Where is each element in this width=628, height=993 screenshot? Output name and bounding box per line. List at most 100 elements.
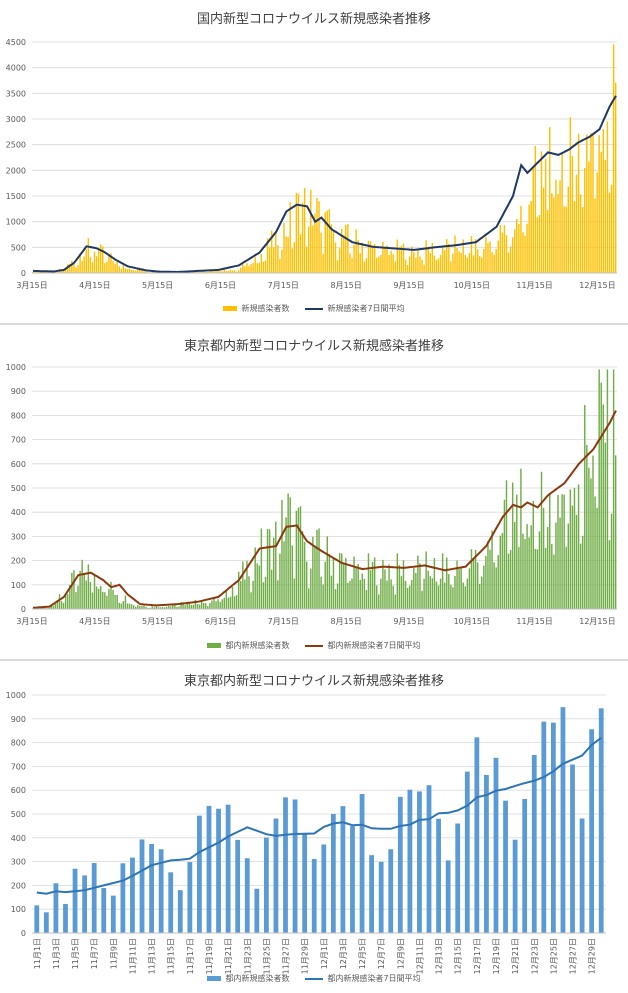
bar xyxy=(456,247,458,273)
chart-title: 国内新型コロナウイルス新規感染者推移 xyxy=(196,12,431,27)
bar xyxy=(415,572,417,609)
bar xyxy=(50,605,52,609)
bar xyxy=(505,235,508,273)
bar xyxy=(404,259,407,273)
bar xyxy=(67,264,69,273)
bar xyxy=(93,574,96,609)
bar xyxy=(258,262,261,273)
x-tick-label: 9月15日 xyxy=(393,281,424,290)
bar xyxy=(371,561,374,609)
bar xyxy=(380,255,382,273)
chart-legend: 新規感染者数 新規感染者7日間平均 xyxy=(0,303,628,314)
bar xyxy=(417,248,419,273)
bar xyxy=(581,535,584,609)
bar xyxy=(495,248,497,273)
bar xyxy=(215,601,217,609)
bar xyxy=(223,269,226,273)
bar xyxy=(289,497,291,609)
y-tick-label: 3000 xyxy=(6,115,26,124)
bar xyxy=(63,903,68,933)
bar xyxy=(589,729,595,933)
bar xyxy=(137,269,139,273)
bar xyxy=(353,244,355,273)
legend-swatch-bar xyxy=(207,643,222,648)
bar xyxy=(172,605,174,609)
bar xyxy=(435,581,438,609)
bar xyxy=(501,533,504,609)
legend-item-line: 都内新規感染者7日間平均 xyxy=(305,640,421,651)
bar xyxy=(489,549,491,609)
bar xyxy=(209,269,211,273)
bar xyxy=(596,507,598,609)
bar xyxy=(419,256,421,273)
bar xyxy=(445,860,451,933)
bar xyxy=(116,260,118,273)
x-tick-label: 12月19日 xyxy=(492,938,501,974)
x-tick-label: 11月15日 xyxy=(516,617,552,626)
y-tick-label: 1000 xyxy=(6,218,26,227)
bar xyxy=(187,862,193,933)
bar xyxy=(281,500,283,609)
bar xyxy=(575,514,578,609)
bar xyxy=(567,523,570,609)
bar xyxy=(242,264,244,273)
bar xyxy=(124,268,127,273)
x-tick-label: 4月15日 xyxy=(79,617,110,626)
bar xyxy=(497,240,499,273)
bar xyxy=(299,506,302,609)
bar xyxy=(436,818,441,933)
bar xyxy=(155,606,158,609)
bar xyxy=(104,592,106,609)
bar xyxy=(439,254,442,273)
bar xyxy=(417,791,422,933)
bar xyxy=(373,244,376,273)
bar xyxy=(540,151,543,273)
bar xyxy=(553,197,555,273)
bar xyxy=(570,764,575,933)
bar xyxy=(353,556,355,609)
bar xyxy=(332,557,335,609)
bar xyxy=(577,133,580,273)
bar xyxy=(427,570,429,609)
bar xyxy=(608,540,611,609)
bar xyxy=(283,541,285,609)
bar xyxy=(301,202,304,273)
bar xyxy=(531,754,537,933)
bar xyxy=(549,493,551,609)
bar xyxy=(600,151,602,273)
bar xyxy=(318,201,320,273)
bar xyxy=(130,269,133,273)
bar xyxy=(176,606,178,609)
bar xyxy=(441,247,444,273)
bar xyxy=(207,606,209,609)
bar xyxy=(598,369,600,609)
chart-panel-tokyo-recent: 東京都内新型コロナウイルス新規感染者推移 0 100 200 300 400 500 600… xyxy=(0,662,628,993)
bar xyxy=(557,193,559,273)
bar xyxy=(240,580,242,609)
bar xyxy=(326,210,329,273)
bar xyxy=(217,599,219,609)
bar xyxy=(120,603,123,609)
bar xyxy=(602,129,605,273)
bar xyxy=(421,259,423,273)
legend-label: 都内新規感染者7日間平均 xyxy=(327,974,421,983)
bar xyxy=(200,601,203,609)
bar xyxy=(221,271,223,273)
bar xyxy=(579,818,585,933)
bar xyxy=(532,167,534,273)
x-tick-label: 5月15日 xyxy=(142,281,173,290)
bar xyxy=(275,231,277,273)
bar xyxy=(378,861,384,933)
bar xyxy=(474,549,477,609)
bar xyxy=(417,555,419,609)
bar xyxy=(244,858,250,933)
bar xyxy=(542,507,545,609)
bar xyxy=(305,561,308,609)
bar xyxy=(308,226,310,273)
bar xyxy=(530,525,532,609)
bar xyxy=(586,134,588,273)
bar xyxy=(406,264,409,273)
bar xyxy=(413,251,415,273)
x-tick-label: 12月15日 xyxy=(579,617,615,626)
bar xyxy=(206,805,212,933)
